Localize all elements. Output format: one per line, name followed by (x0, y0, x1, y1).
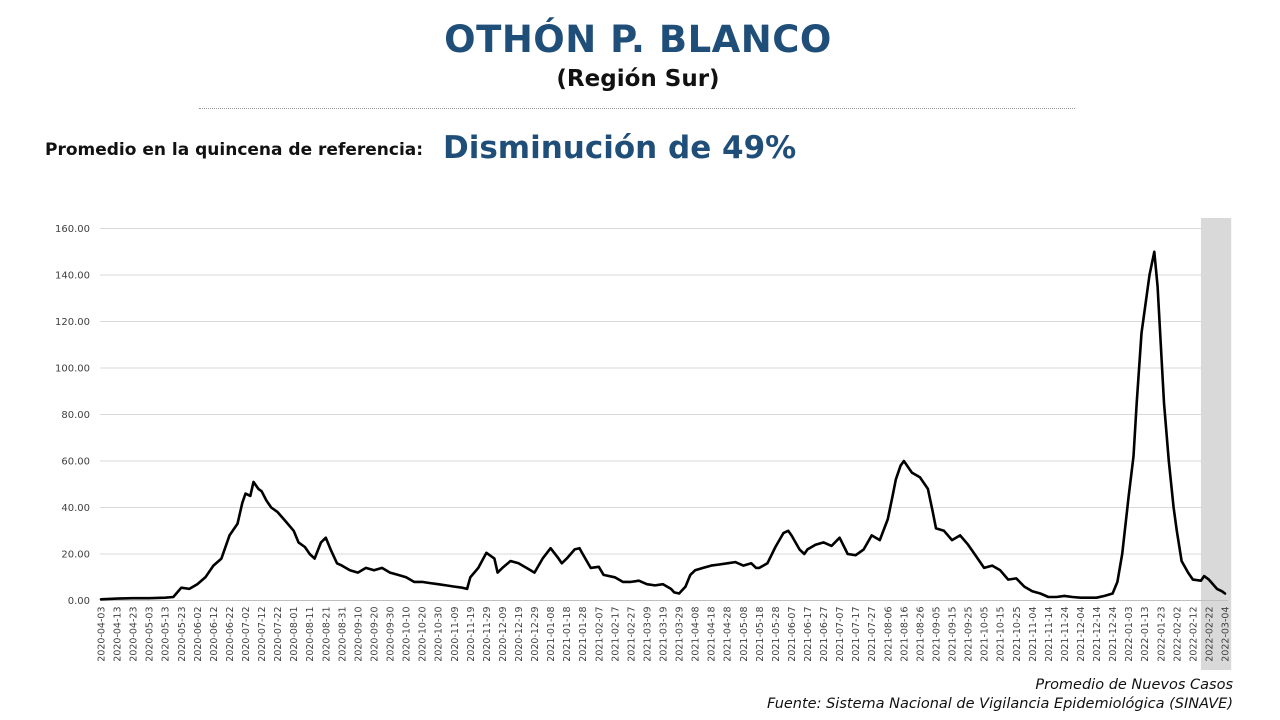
x-tick-label: 2021-05-18 (755, 607, 766, 662)
x-tick-label: 2021-04-08 (691, 607, 702, 662)
x-tick-label: 2021-10-15 (996, 607, 1007, 662)
x-tick-label: 2020-10-20 (418, 607, 429, 662)
shaded-region (1200, 218, 1232, 670)
x-tick-label: 2020-12-09 (498, 607, 509, 662)
x-tick-label: 2022-03-04 (1221, 607, 1232, 662)
x-tick-label: 2020-04-13 (113, 607, 124, 662)
x-tick-label: 2021-12-24 (1108, 607, 1119, 662)
x-tick-label: 2021-03-29 (675, 607, 686, 662)
x-tick-label: 2022-02-02 (1172, 607, 1183, 662)
x-tick-label: 2020-08-11 (305, 607, 316, 662)
x-tick-label: 2021-07-07 (835, 607, 846, 662)
x-tick-label: 2020-12-29 (530, 607, 541, 662)
x-tick-label: 2021-12-14 (1092, 607, 1103, 662)
y-tick-label: 160.00 (55, 224, 90, 235)
x-tick-label: 2021-12-04 (1076, 607, 1087, 662)
x-tick-label: 2020-09-10 (353, 607, 364, 662)
x-tick-label: 2021-08-26 (915, 607, 926, 662)
x-tick-label: 2020-06-02 (193, 607, 204, 662)
x-tick-label: 2021-11-14 (1044, 607, 1055, 662)
x-tick-label: 2020-09-20 (370, 607, 381, 662)
y-tick-label: 0.00 (68, 596, 90, 607)
x-tick-label: 2021-03-09 (642, 607, 653, 662)
x-tick-label: 2021-11-04 (1028, 607, 1039, 662)
x-tick-label: 2020-09-30 (386, 607, 397, 662)
series-note: Promedio de Nuevos Casos (1035, 677, 1233, 693)
x-tick-label: 2020-06-12 (209, 607, 220, 662)
page-title: OTHÓN P. BLANCO (444, 18, 832, 61)
x-tick-label: 2021-09-15 (948, 607, 959, 662)
x-tick-label: 2021-08-06 (883, 607, 894, 662)
x-tick-label: 2021-09-05 (932, 607, 943, 662)
series-line (99, 250, 1227, 601)
x-tick-label: 2021-11-24 (1060, 607, 1071, 662)
x-tick-label: 2021-03-19 (659, 607, 670, 662)
x-tick-label: 2021-06-17 (803, 607, 814, 662)
reference-label: Promedio en la quincena de referencia: (45, 140, 424, 160)
x-tick-label: 2022-01-23 (1156, 607, 1167, 662)
x-tick-label: 2021-01-18 (562, 607, 573, 662)
x-tick-label: 2022-02-12 (1188, 607, 1199, 662)
page-subtitle: (Región Sur) (556, 66, 720, 92)
x-tick-label: 2020-07-22 (273, 607, 284, 662)
x-tick-label: 2021-04-18 (707, 607, 718, 662)
x-tick-label: 2021-10-05 (980, 607, 991, 662)
x-tick-label: 2021-05-08 (739, 607, 750, 662)
x-tick-label: 2020-05-23 (177, 607, 188, 662)
x-tick-label: 2020-07-02 (241, 607, 252, 662)
x-tick-label: 2020-06-22 (225, 607, 236, 662)
y-tick-label: 40.00 (61, 503, 90, 514)
y-tick-label: 60.00 (61, 457, 90, 468)
x-tick-label: 2020-11-09 (450, 607, 461, 662)
x-tick-label: 2021-06-07 (787, 607, 798, 662)
x-tick-label: 2020-04-23 (129, 607, 140, 662)
x-tick-label: 2020-11-19 (466, 607, 477, 662)
x-tick-label: 2021-07-27 (867, 607, 878, 662)
x-tick-label: 2021-09-25 (964, 607, 975, 662)
x-tick-label: 2022-01-03 (1124, 607, 1135, 662)
x-tick-label: 2021-01-28 (578, 607, 589, 662)
title-divider (199, 108, 1075, 109)
x-tick-label: 2022-02-22 (1204, 607, 1215, 662)
x-tick-label: 2020-10-30 (434, 607, 445, 662)
x-tick-label: 2021-07-17 (851, 607, 862, 662)
reference-value: Disminución de 49% (443, 130, 797, 166)
y-tick-label: 140.00 (55, 271, 90, 282)
y-tick-label: 80.00 (61, 410, 90, 421)
x-tick-label: 2020-08-01 (289, 607, 300, 662)
x-tick-label: 2021-10-25 (1012, 607, 1023, 662)
x-tick-label: 2022-01-13 (1140, 607, 1151, 662)
x-tick-label: 2020-05-13 (161, 607, 172, 662)
x-tick-label: 2021-04-28 (723, 607, 734, 662)
x-tick-label: 2021-02-07 (594, 607, 605, 662)
x-tick-label: 2020-11-29 (482, 607, 493, 662)
y-tick-label: 100.00 (55, 364, 90, 375)
source-note: Fuente: Sistema Nacional de Vigilancia E… (766, 696, 1233, 712)
x-tick-label: 2020-10-10 (402, 607, 413, 662)
x-tick-label: 2020-04-03 (97, 607, 108, 662)
x-tick-label: 2020-05-03 (145, 607, 156, 662)
line-chart: 0.00 20.00 40.00 60.00 80.00 100.00 120.00 140.… (55, 218, 1232, 670)
x-tick-label: 2021-02-27 (626, 607, 637, 662)
x-tick-label: 2021-06-27 (819, 607, 830, 662)
x-tick-label: 2021-02-17 (610, 607, 621, 662)
y-tick-label: 20.00 (61, 550, 90, 561)
x-tick-label: 2020-08-31 (337, 607, 348, 662)
x-tick-label: 2020-12-19 (514, 607, 525, 662)
x-tick-label: 2021-01-08 (546, 607, 557, 662)
x-tick-label: 2021-05-28 (771, 607, 782, 662)
x-tick-label: 2020-08-21 (321, 607, 332, 662)
x-tick-label: 2020-07-12 (257, 607, 268, 662)
y-tick-label: 120.00 (55, 317, 90, 328)
x-tick-label: 2021-08-16 (899, 607, 910, 662)
